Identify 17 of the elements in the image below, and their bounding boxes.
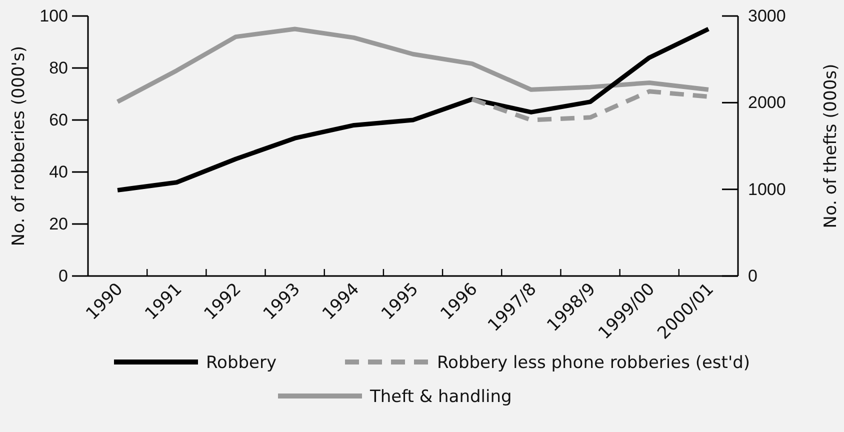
legend-label: Theft & handling	[369, 387, 512, 407]
y2-tick-label: 0	[748, 266, 758, 286]
y2-tick-label: 2000	[748, 93, 786, 112]
y-tick-label: 60	[49, 110, 68, 130]
legend-label: Robbery	[206, 353, 277, 373]
y2-tick-label: 1000	[748, 180, 786, 199]
y2-axis-title: No. of thefts (000s)	[821, 64, 841, 228]
y2-tick-label: 3000	[748, 6, 786, 26]
y-tick-label: 40	[49, 162, 68, 182]
y-axis-title: No. of robberies (000's)	[9, 46, 29, 246]
line-series	[115, 26, 711, 104]
y-tick-label: 100	[40, 6, 68, 26]
y-tick-label: 0	[58, 266, 68, 286]
y-tick-label: 80	[49, 58, 68, 78]
line-series	[115, 26, 711, 192]
legend-label: Robbery less phone robberies (est'd)	[437, 353, 750, 373]
y-tick-label: 20	[49, 214, 68, 234]
